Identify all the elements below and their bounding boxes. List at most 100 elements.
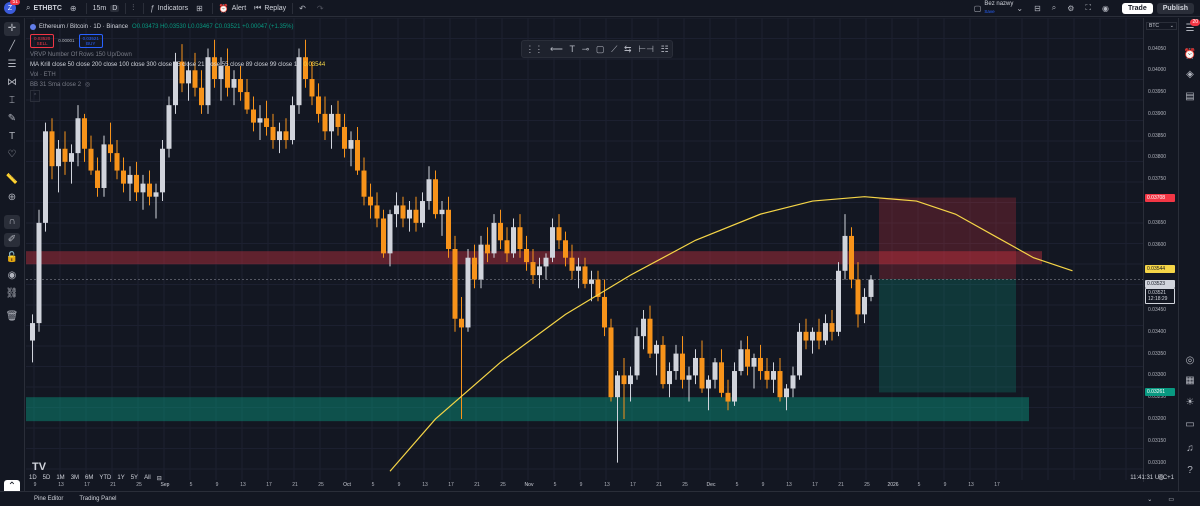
redo-icon: ↷ — [316, 3, 324, 13]
layers-button[interactable]: ◈ — [1182, 68, 1198, 82]
interval-button[interactable]: 15m D — [89, 0, 124, 17]
stay-drawing-tool[interactable]: ✐ — [4, 233, 20, 247]
alerts-panel-button[interactable]: ⏰ — [1182, 48, 1198, 62]
tab-trading-panel[interactable]: Trading Panel — [79, 496, 117, 502]
price-label: 0.03850 — [1148, 132, 1167, 139]
ideas-button[interactable]: ☀ — [1182, 396, 1198, 410]
legend-ohlc: O0.03473 H0.03530 L0.03467 C0.03521 +0.0… — [132, 24, 294, 30]
price-range-icon[interactable]: ☷ — [660, 43, 669, 54]
utc-clock[interactable]: 11:41:31 UTC+1 — [1130, 475, 1174, 481]
date-range-icon[interactable]: ⊢⊣ — [638, 43, 654, 54]
range-button-ytd[interactable]: YTD — [99, 475, 112, 481]
details-button[interactable]: ▤ — [1182, 90, 1198, 104]
hotlists-button[interactable]: ◎ — [1182, 354, 1198, 368]
link-tool[interactable]: ⛓ — [4, 287, 20, 301]
delete-tool[interactable]: 🗑 — [4, 310, 20, 324]
calendar-button[interactable]: ▦ — [1182, 374, 1198, 388]
legend-collapse[interactable]: ⌃ — [30, 90, 325, 102]
horizontal-line-icon[interactable]: ⊸ — [581, 43, 590, 54]
hide-tool[interactable]: ◉ — [4, 269, 20, 283]
eye-icon[interactable]: ◎ — [85, 82, 91, 88]
text-tool[interactable]: T — [4, 130, 20, 144]
chat-button[interactable]: ▭ — [1182, 418, 1198, 432]
lightbulb-icon: ☀ — [1185, 397, 1195, 408]
lock-tool[interactable]: 🔓 — [4, 251, 20, 265]
maximize-panel-button[interactable]: ▭ — [1160, 496, 1200, 503]
date-range-button[interactable]: ⊟ — [154, 472, 165, 484]
range-button-5d[interactable]: 5D — [42, 475, 51, 481]
trendline-tool[interactable]: ╱ — [4, 40, 20, 54]
user-avatar[interactable]: Z 51 — [4, 0, 20, 14]
layout-button[interactable]: ▢ Bez nazwy Save ⌄ — [970, 0, 1030, 17]
candle-body — [537, 266, 542, 276]
replay-button[interactable]: ⏮ Replay — [250, 0, 290, 17]
chevron-down-icon: ⌄ — [1147, 496, 1153, 503]
range-button-all[interactable]: All — [144, 475, 151, 481]
snapshot-button[interactable]: ◉ — [1098, 0, 1116, 17]
range-button-1d[interactable]: 1D — [29, 475, 37, 481]
brush-tool[interactable]: ✎ — [4, 112, 20, 126]
chart-pane[interactable]: TV — [26, 18, 1143, 480]
templates-button[interactable]: ⊞ — [192, 0, 210, 17]
sell-button[interactable]: 0.03520 SELL — [30, 34, 55, 48]
drag-handle-icon[interactable]: ⋮⋮ — [525, 43, 544, 54]
pattern-tool[interactable]: ⋈ — [4, 76, 20, 90]
price-scale[interactable]: BTC ⌄ 0.04050 0.04000 0.03950 0.03900 0.03850… — [1143, 18, 1178, 482]
buy-button[interactable]: 0.03521 BUY — [78, 34, 103, 48]
horizontal-ray-icon[interactable]: ⟵ — [549, 43, 563, 54]
indicator-volume[interactable]: Vol · ETH — [30, 70, 325, 80]
add-symbol-button[interactable]: ⊕ — [66, 0, 84, 17]
currency-selector[interactable]: BTC ⌄ — [1146, 22, 1177, 30]
layout-grid-button[interactable]: ⊟ — [1030, 0, 1048, 17]
ruler-tool[interactable]: 📏 — [4, 173, 20, 187]
candle-body — [485, 244, 490, 254]
time-label: 5 — [189, 482, 193, 488]
indicators-button[interactable]: ƒ Indicators — [146, 0, 192, 17]
candle-body — [75, 118, 81, 154]
indicator-bb[interactable]: BB 31 Sma close 2 ◎ — [30, 80, 325, 90]
fullscreen-button[interactable]: ⛶ — [1081, 0, 1098, 17]
range-button-5y[interactable]: 5Y — [130, 475, 139, 481]
collapse-toolbar-button[interactable]: ⌃ — [4, 480, 20, 494]
help-button[interactable]: ? — [1182, 464, 1198, 478]
undo-button[interactable]: ↶ — [295, 0, 313, 17]
collapse-panel-button[interactable]: ⌄ — [1139, 496, 1160, 503]
watchlist-button[interactable]: ☰ 20 — [1182, 19, 1200, 36]
trade-button[interactable]: Trade — [1122, 2, 1153, 14]
price-label: 0.03350 — [1148, 350, 1167, 357]
indicator-vrvp[interactable]: VRVP Number Of Rows 150 Up/Down — [30, 50, 325, 60]
candle-body — [543, 257, 549, 267]
measure-tool[interactable]: ⌶ — [4, 94, 20, 108]
notifications-button[interactable]: ♫ — [1182, 442, 1198, 456]
range-button-3m[interactable]: 3M — [70, 475, 80, 481]
chart-type-button[interactable]: ⫶ — [128, 0, 141, 17]
symbol-search[interactable]: ⌕ ETHBTC — [22, 0, 66, 17]
alert-label: Alert — [231, 4, 247, 12]
trendline-icon[interactable]: ⟋ — [611, 43, 618, 54]
candle-body — [199, 87, 204, 106]
scale-settings-button[interactable]: ⚙ — [1158, 474, 1164, 482]
candle-body — [420, 201, 425, 223]
alert-button[interactable]: ⏰ Alert — [215, 0, 250, 17]
magnet-tool[interactable]: ∩ — [4, 215, 20, 229]
range-button-1y[interactable]: 1Y — [117, 475, 125, 481]
range-button-6m[interactable]: 6M — [85, 475, 94, 481]
calendar-icon: ▦ — [1185, 375, 1195, 386]
candle-body — [186, 70, 191, 84]
indicator-ma[interactable]: MA Krill close 50 close 200 close 100 cl… — [30, 60, 325, 70]
range-button-1m[interactable]: 1M — [56, 475, 65, 481]
rectangle-icon[interactable]: ▢ — [595, 43, 605, 54]
fib-tool[interactable]: ☰ — [4, 58, 20, 72]
favorites-tool[interactable]: ♡ — [4, 148, 20, 162]
parallel-channel-icon[interactable]: ⇆ — [624, 43, 632, 54]
quick-search-button[interactable]: ⌕ — [1048, 0, 1063, 17]
zoom-tool[interactable]: ⊕ — [4, 191, 20, 205]
time-scale[interactable]: 9 13 17 21 25 Sep 5 9 13 17 21 25 Oct 5 9 13 17 21 25 Nov 5 9… — [26, 482, 1143, 492]
redo-button[interactable]: ↷ — [313, 0, 331, 17]
settings-button[interactable]: ⚙ — [1063, 0, 1081, 17]
publish-button[interactable]: Publish — [1156, 2, 1194, 14]
time-label: 13 — [968, 482, 974, 488]
tab-pine-editor[interactable]: Pine Editor — [34, 496, 64, 502]
crosshair-tool[interactable]: ✛ — [4, 22, 20, 36]
text-icon[interactable]: T — [569, 44, 576, 54]
